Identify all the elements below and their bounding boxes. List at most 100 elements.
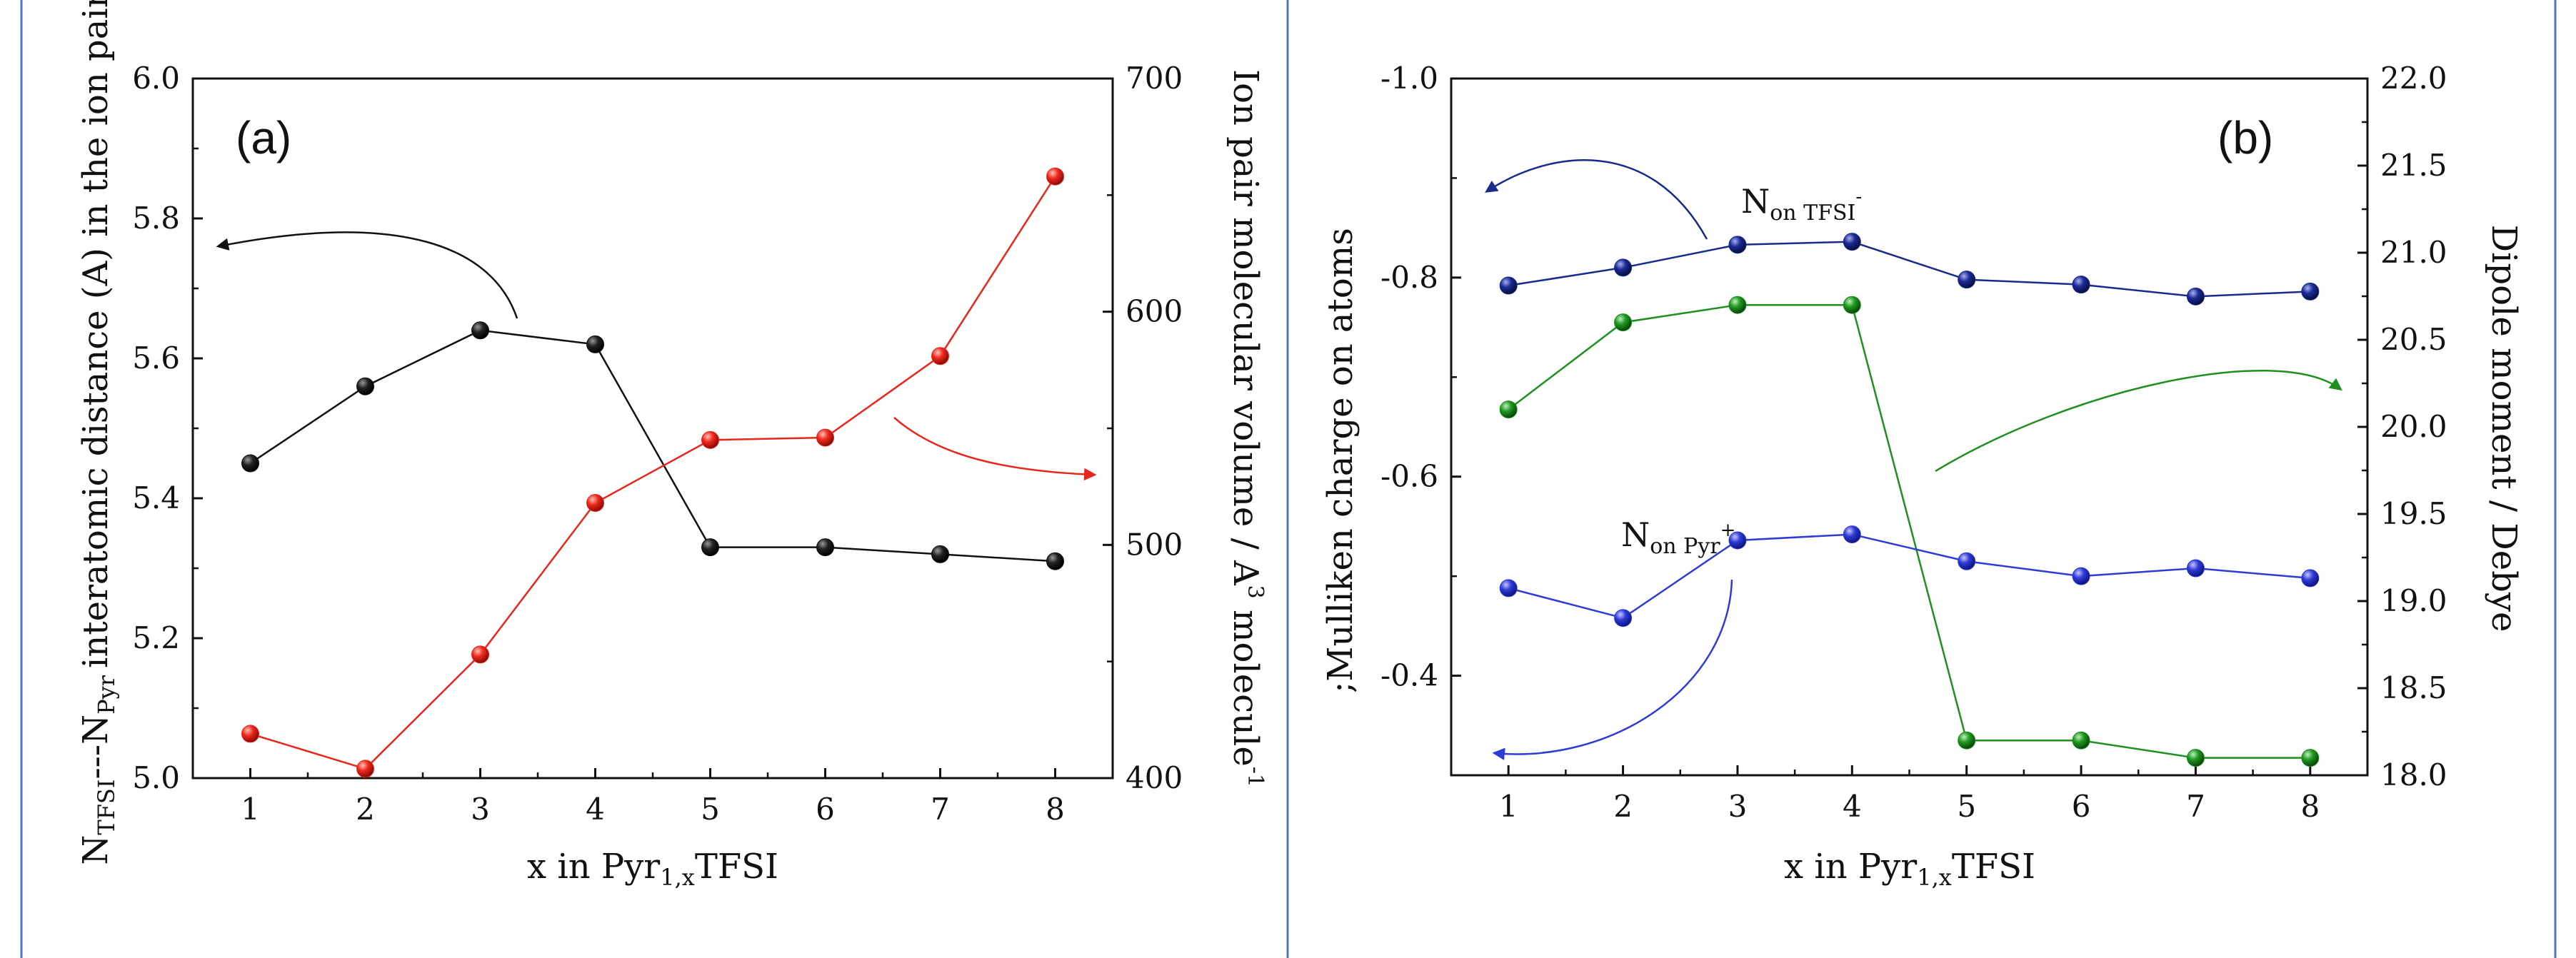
panel-a-series bbox=[241, 167, 1064, 778]
panel-b-navy-arrow bbox=[1485, 159, 1708, 240]
data-point-navy bbox=[1728, 236, 1747, 254]
data-point-black bbox=[471, 321, 489, 340]
x-tick-label: 3 bbox=[1728, 789, 1748, 824]
left-y-tick-label: 5.0 bbox=[132, 760, 180, 795]
panel-b-right-y-label: Dipole moment / Debye bbox=[2484, 225, 2524, 632]
panel-b-x-ticks: 1 2 3 4 5 6 7 8 bbox=[1450, 765, 2369, 824]
data-point-blue bbox=[2186, 559, 2205, 578]
data-point-blue bbox=[1843, 525, 1861, 544]
data-point-black bbox=[356, 377, 374, 395]
data-point-red bbox=[931, 347, 949, 365]
panel-b-series bbox=[1499, 233, 2320, 767]
panel-a-x-label: x in Pyr1,xTFSI bbox=[527, 847, 778, 891]
data-point-red bbox=[816, 428, 834, 447]
panel-b-green-arrow bbox=[1935, 369, 2342, 473]
x-tick-label: 6 bbox=[2072, 789, 2091, 824]
data-point-blue bbox=[2072, 567, 2090, 585]
panel-b-blue-arrow bbox=[1492, 579, 1733, 760]
right-y-tick-label: 400 bbox=[1126, 760, 1183, 795]
left-y-tick-label: 5.6 bbox=[132, 341, 180, 375]
right-y-tick-label: 21.0 bbox=[2380, 235, 2447, 270]
data-point-black bbox=[586, 335, 604, 353]
series-line-black bbox=[249, 329, 1056, 563]
right-y-tick-label: 19.5 bbox=[2380, 496, 2447, 531]
panel-b-left-y-label: ;Mulliken charge on atoms bbox=[1320, 228, 1360, 693]
data-point-red bbox=[356, 760, 374, 778]
right-y-tick-label: 18.5 bbox=[2380, 670, 2447, 705]
data-point-black bbox=[816, 538, 834, 557]
right-y-tick-label: 19.0 bbox=[2380, 583, 2447, 618]
x-tick-label: 5 bbox=[1957, 789, 1976, 824]
data-point-red bbox=[241, 725, 259, 743]
series-line-green bbox=[1508, 303, 2310, 759]
data-point-navy bbox=[2072, 276, 2090, 294]
data-point-navy bbox=[1843, 233, 1861, 251]
annotation-n-on-pyr: Non Pyr+ bbox=[1621, 515, 1735, 559]
panel-b-letter: (b) bbox=[2217, 112, 2273, 163]
right-y-tick-label: 500 bbox=[1126, 527, 1183, 562]
data-point-navy bbox=[2301, 282, 2320, 301]
panel-a-left-y-ticks: 5.0 5.2 5.4 5.6 5.8 6.0 bbox=[132, 61, 203, 795]
x-tick-label: 6 bbox=[816, 792, 835, 827]
x-tick-label: 7 bbox=[2186, 789, 2205, 824]
right-y-tick-label: 22.0 bbox=[2380, 61, 2447, 96]
panel-a-red-arrow bbox=[893, 417, 1097, 481]
left-y-tick-label: 5.4 bbox=[132, 480, 180, 515]
data-point-black bbox=[1046, 552, 1064, 570]
x-tick-label: 7 bbox=[931, 792, 950, 827]
x-tick-label: 3 bbox=[471, 792, 490, 827]
panel-b: 1 2 3 4 5 6 7 8 -0.4 -0.6 -0.8 -1.0 18.0 18.5 19.0 19… bbox=[1320, 61, 2524, 891]
data-point-blue bbox=[1728, 531, 1747, 550]
panel-a-right-y-ticks: 400 500 600 700 bbox=[1103, 61, 1183, 795]
left-y-tick-label: -1.0 bbox=[1380, 61, 1438, 96]
data-point-red bbox=[586, 494, 604, 513]
data-point-green bbox=[1499, 400, 1518, 419]
series-line-red bbox=[250, 176, 1056, 770]
data-point-green bbox=[1958, 731, 1976, 750]
right-y-tick-label: 18.0 bbox=[2380, 757, 2447, 792]
annotation-n-on-tfsi: Non TFSI- bbox=[1741, 182, 1862, 226]
data-point-red bbox=[701, 430, 719, 449]
left-y-tick-label: 5.2 bbox=[132, 620, 180, 655]
data-point-navy bbox=[2186, 287, 2205, 306]
data-point-blue bbox=[1614, 609, 1633, 627]
data-point-blue bbox=[1958, 552, 1976, 570]
x-tick-label: 1 bbox=[241, 792, 260, 827]
data-point-navy bbox=[1958, 271, 1976, 289]
right-y-tick-label: 20.5 bbox=[2380, 322, 2447, 357]
data-point-red bbox=[471, 645, 489, 664]
left-y-tick-label: 5.8 bbox=[132, 201, 180, 236]
data-point-black bbox=[931, 545, 949, 563]
panel-b-plot-frame bbox=[1450, 77, 2369, 777]
data-point-green bbox=[1728, 296, 1747, 314]
x-tick-label: 2 bbox=[356, 792, 375, 827]
panel-a: 1 2 3 4 5 6 7 8 5.0 5.2 5.4 5.6 5.8 6.0 400 500 600 700… bbox=[76, 0, 1268, 891]
right-y-tick-label: 600 bbox=[1126, 294, 1183, 329]
data-point-green bbox=[1614, 313, 1633, 332]
panel-b-right-y-ticks: 18.0 18.5 19.0 19.5 20.0 20.5 21.0 21.5 22.0 bbox=[2357, 61, 2447, 792]
data-point-blue bbox=[1499, 579, 1518, 598]
right-y-tick-label: 21.5 bbox=[2380, 148, 2447, 183]
left-y-tick-label: -0.6 bbox=[1380, 459, 1438, 494]
left-y-tick-label: -0.4 bbox=[1380, 658, 1438, 693]
left-y-tick-label: -0.8 bbox=[1380, 260, 1438, 295]
x-tick-label: 8 bbox=[1046, 792, 1065, 827]
right-y-tick-label: 700 bbox=[1126, 61, 1183, 96]
panel-a-left-y-label: NTFSI---NPyrinteratomic distance (A) in … bbox=[76, 0, 120, 865]
series-line-blue bbox=[1508, 533, 2310, 620]
panel-a-plot-frame bbox=[191, 77, 1114, 780]
x-tick-label: 4 bbox=[1843, 789, 1862, 824]
left-y-tick-label: 6.0 bbox=[132, 61, 180, 96]
data-point-green bbox=[1843, 296, 1861, 314]
data-point-green bbox=[2301, 749, 2320, 767]
x-tick-label: 4 bbox=[586, 792, 605, 827]
panel-b-left-y-ticks: -0.4 -0.6 -0.8 -1.0 bbox=[1380, 61, 1461, 693]
panel-a-x-ticks: 1 2 3 4 5 6 7 8 bbox=[191, 768, 1114, 827]
data-point-red bbox=[1046, 167, 1064, 186]
x-tick-label: 1 bbox=[1499, 789, 1518, 824]
x-tick-label: 8 bbox=[2300, 789, 2320, 824]
right-y-tick-label: 20.0 bbox=[2380, 409, 2447, 444]
data-point-black bbox=[701, 538, 719, 557]
series-line-navy bbox=[1508, 241, 2310, 298]
